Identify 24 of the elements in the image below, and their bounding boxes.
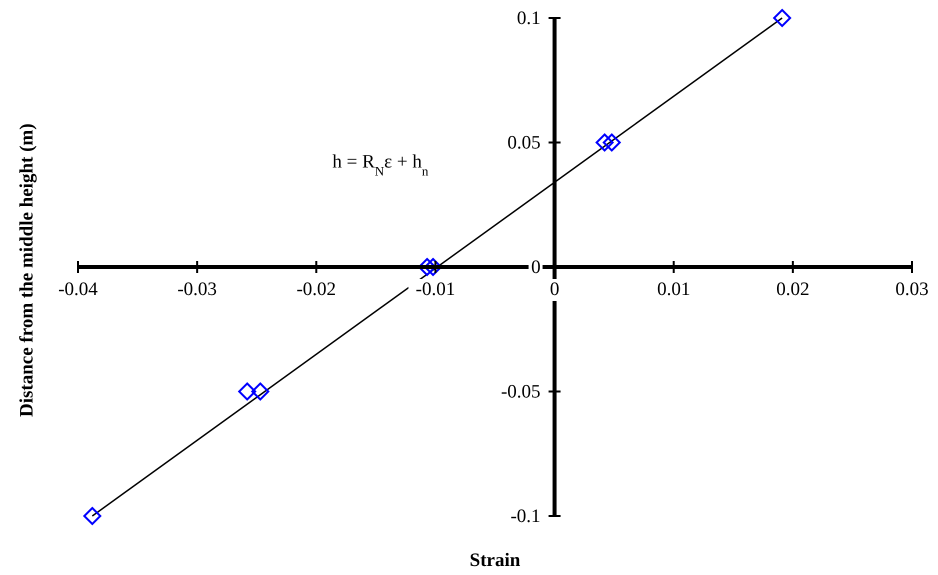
y-tick-label: -0.1 — [510, 506, 541, 527]
point — [424, 258, 442, 276]
y-tick-label: 0 — [531, 257, 541, 278]
point — [83, 507, 102, 525]
point — [238, 382, 256, 400]
y-tick-label: -0.05 — [500, 382, 541, 402]
point — [596, 134, 614, 152]
x-tick-label: -0.02 — [296, 279, 336, 300]
x-tick-label: -0.03 — [177, 279, 217, 300]
x-tick-label: -0.01 — [416, 279, 456, 300]
y-axis-title: Distance from the middle height (m) — [16, 123, 38, 417]
x-tick-label: 0.02 — [776, 279, 810, 300]
x-tick-label: 0.03 — [895, 279, 929, 300]
point — [418, 258, 436, 276]
x-tick-label: 0 — [550, 279, 560, 300]
point — [773, 9, 792, 27]
y-tick-label: 0.05 — [507, 132, 541, 154]
annotation: h = R$_{N}$ε + h$_{n}$ — [332, 151, 429, 178]
x-axis-title: Strain — [470, 550, 521, 571]
x-tick-label: -0.04 — [58, 279, 98, 300]
y-tick-label: 0.1 — [516, 8, 541, 29]
point — [602, 134, 621, 152]
point — [251, 382, 270, 400]
x-tick-label: 0.01 — [657, 279, 690, 300]
